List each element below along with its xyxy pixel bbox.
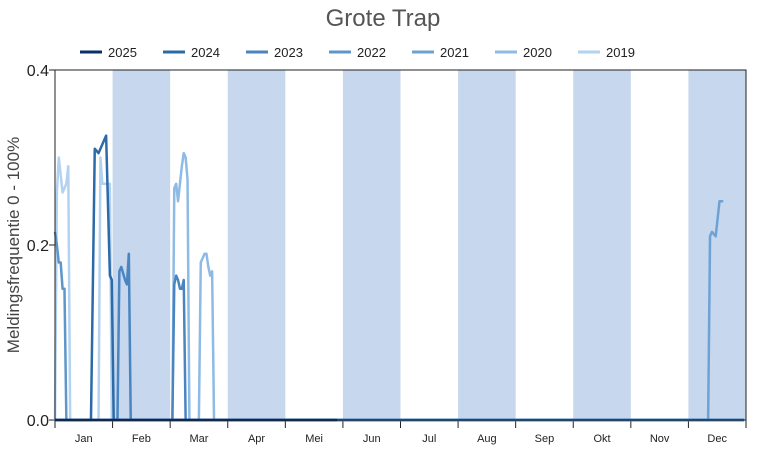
x-tick-label-okt: Okt — [593, 433, 610, 445]
legend-label-2020: 2020 — [523, 45, 552, 60]
x-tick-label-apr: Apr — [248, 433, 265, 445]
shade-band-apr — [227, 70, 286, 420]
series-line-2022 — [53, 231, 745, 422]
shade-band-feb — [112, 70, 171, 420]
legend-label-2023: 2023 — [274, 45, 303, 60]
y-tick-label: 0.4 — [27, 63, 49, 80]
y-tick-label: 0.0 — [27, 413, 49, 430]
y-axis: 0.0 0.2 0.4 — [27, 63, 55, 430]
x-tick-label-dec: Dec — [707, 433, 727, 445]
x-tick-label-mei: Mei — [305, 433, 323, 445]
plot-frame — [54, 69, 747, 421]
x-axis: Jan Feb Mar Apr Mei Jun Jul Aug Sep Okt Nov Dec — [54, 420, 747, 445]
legend-label-2022: 2022 — [357, 45, 386, 60]
chart-title: Grote Trap — [326, 5, 441, 32]
y-tick-label: 0.2 — [27, 238, 49, 255]
x-tick-label-mar: Mar — [189, 433, 208, 445]
x-tick-label-aug: Aug — [477, 433, 497, 445]
x-tick-label-jan: Jan — [75, 433, 93, 445]
x-tick-label-jun: Jun — [363, 433, 381, 445]
legend-label-2019: 2019 — [606, 45, 635, 60]
shade-band-jun — [342, 70, 401, 420]
y-axis-label: Meldingsfrequentie 0 - 100% — [4, 137, 23, 353]
month-shading — [112, 70, 746, 420]
legend-label-2024: 2024 — [191, 45, 220, 60]
shade-band-dec — [688, 70, 746, 420]
series-line-2024 — [55, 134, 745, 422]
x-tick-label-sep: Sep — [535, 433, 555, 445]
x-tick-label-nov: Nov — [650, 433, 670, 445]
x-tick-label-feb: Feb — [132, 433, 151, 445]
shade-band-okt — [573, 70, 631, 420]
x-tick-label-jul: Jul — [422, 433, 436, 445]
legend-label-2025: 2025 — [108, 45, 137, 60]
legend: 2025 2024 2023 2022 2021 2020 2019 — [80, 45, 635, 60]
legend-label-2021: 2021 — [440, 45, 469, 60]
shade-band-aug — [458, 70, 516, 420]
